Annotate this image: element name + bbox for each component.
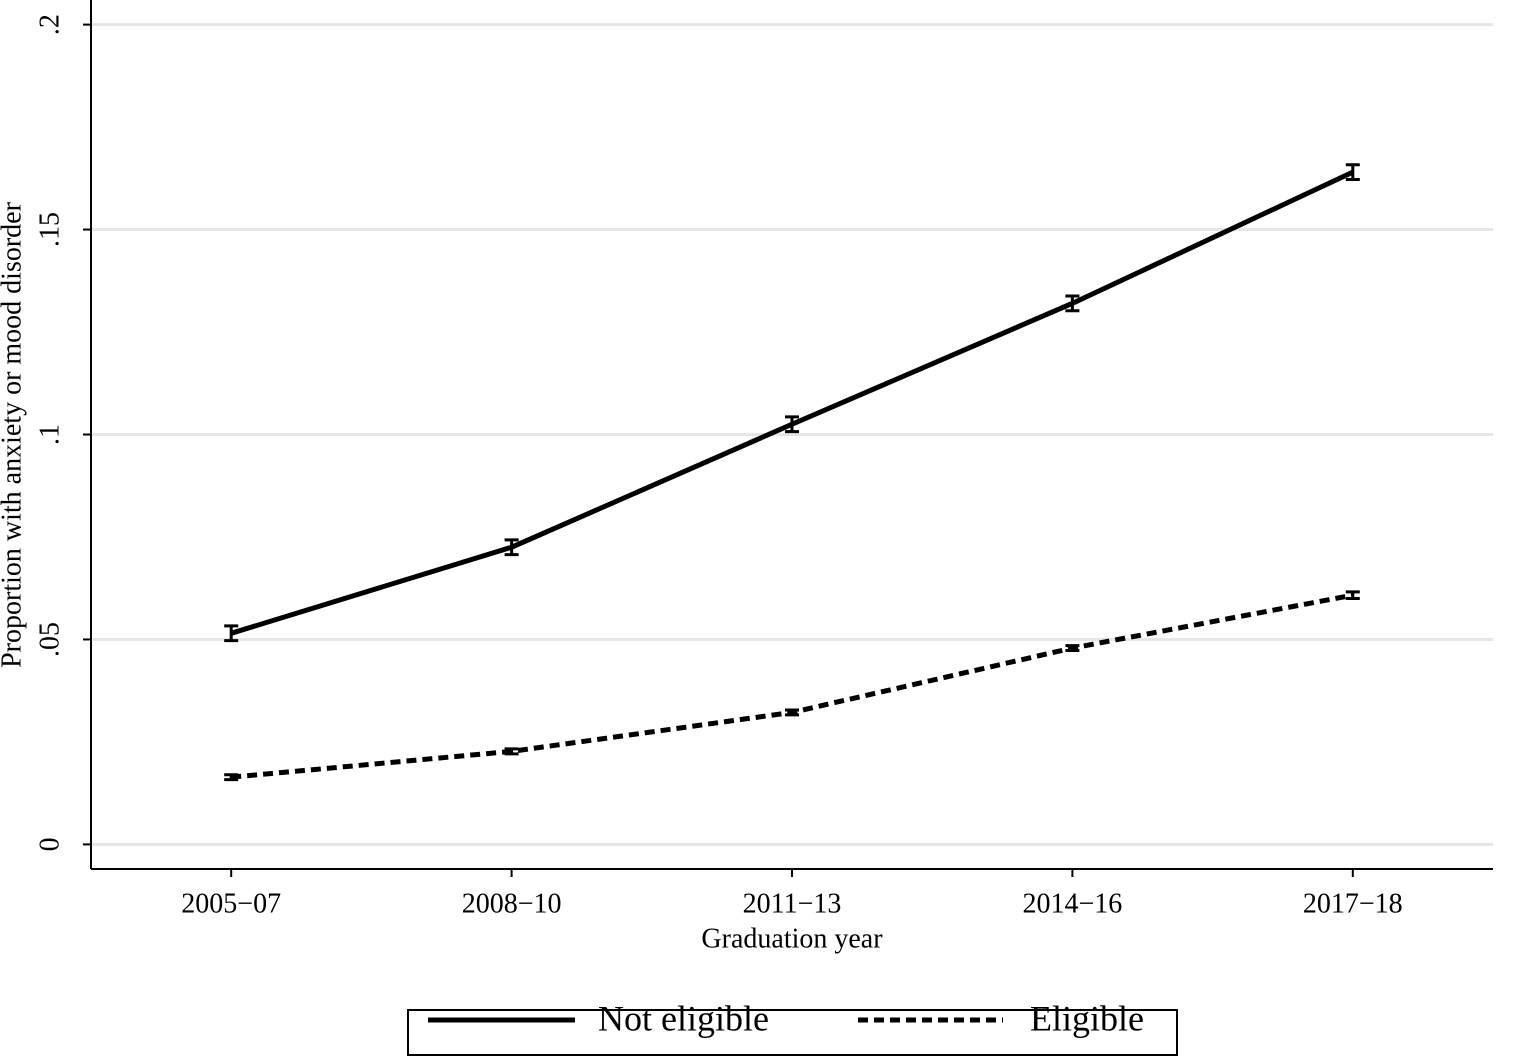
error-bar (1065, 644, 1080, 653)
y-tick-label: .15 (34, 212, 65, 247)
series-line (230, 169, 1354, 636)
error-bar (224, 773, 239, 782)
legend-label: Not eligible (598, 998, 769, 1038)
legend-label: Eligible (1030, 998, 1144, 1038)
x-tick-label: 2005−07 (181, 888, 281, 919)
legend-box (407, 1009, 1178, 1056)
y-tick-label: .1 (34, 424, 65, 445)
y-tick-label: .2 (34, 14, 65, 35)
error-bar (1065, 294, 1080, 313)
error-bar (785, 708, 799, 717)
x-axis-title: Graduation year (701, 923, 883, 954)
error-bar (504, 538, 519, 557)
y-tick-label: .05 (34, 622, 65, 657)
series-line (230, 592, 1354, 780)
x-tick-label: 2011−13 (743, 888, 842, 919)
x-tick-label: 2008−10 (462, 888, 562, 919)
error-bar (504, 747, 519, 756)
x-tick-label: 2017−18 (1303, 888, 1403, 919)
error-bar (785, 415, 799, 434)
error-bar (1345, 590, 1360, 600)
error-bar (1345, 163, 1360, 182)
y-axis-title: Proportion with anxiety or mood disorder (0, 201, 27, 668)
x-tick-label: 2014−16 (1023, 888, 1123, 919)
y-tick-label: 0 (34, 837, 65, 851)
error-bar (224, 624, 239, 643)
